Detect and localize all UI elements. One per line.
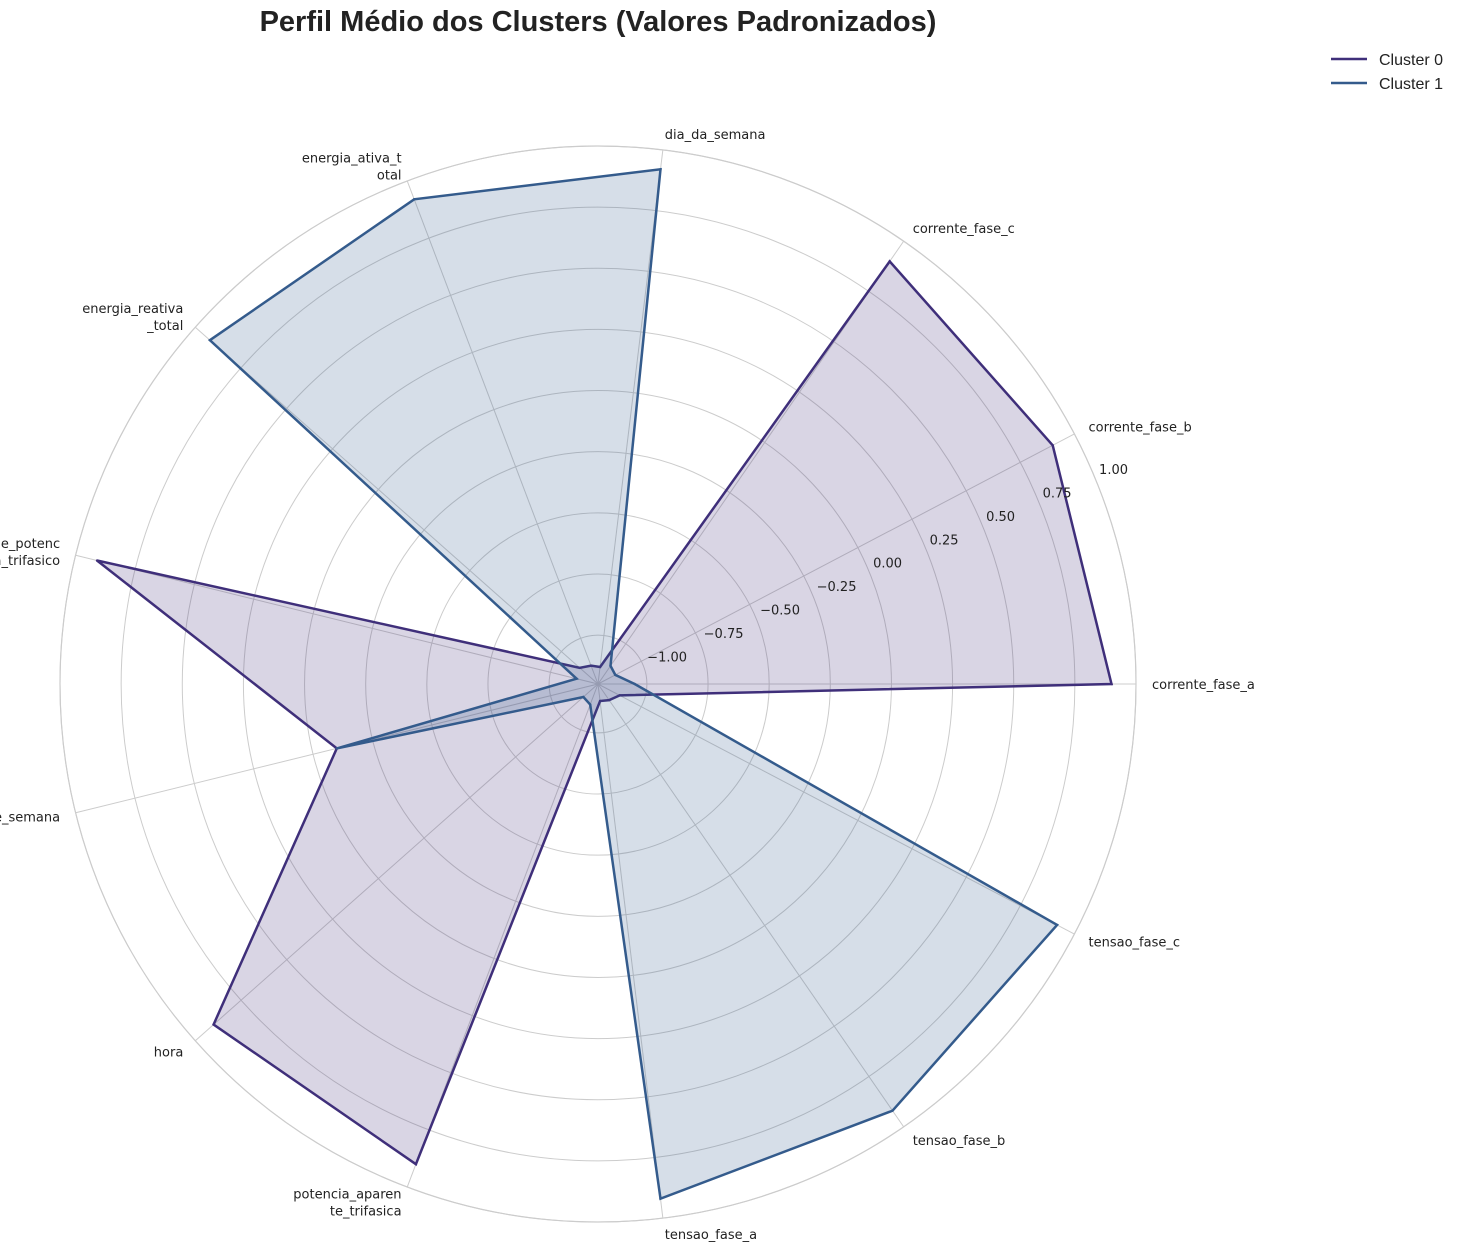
data-point [95, 559, 99, 562]
grid-spoke [406, 180, 599, 685]
series-line-cluster-0 [96, 259, 1114, 1167]
legend: Cluster 0 Cluster 1 [1331, 52, 1443, 93]
axis-label-energia-ativa-total: energia_ativa_t otal [302, 152, 402, 184]
data-point [208, 339, 212, 342]
radial-tick-label: −1.00 [647, 650, 687, 665]
data-point [1051, 444, 1054, 447]
series-line-cluster-1 [207, 167, 1060, 1201]
data-point [582, 695, 585, 699]
axis-label-fim-de-semana: fim_de_semana [0, 811, 60, 826]
data-point [598, 699, 602, 703]
data-point [659, 168, 662, 171]
data-point [212, 1023, 215, 1026]
data-point [633, 682, 636, 686]
data-point [575, 677, 578, 680]
axis-label-corrente-fase-c: corrente_fase_c [913, 222, 1015, 237]
data-point [618, 694, 621, 697]
axis-labels: corrente_fase_a corrente_fase_b corrente_f… [0, 128, 1255, 1243]
radial-tick-label: 0.75 [1043, 487, 1072, 502]
data-point [891, 1109, 894, 1112]
data-point [414, 1162, 418, 1166]
axis-label-tensao-fase-c: tensao_fase_c [1089, 935, 1181, 950]
radial-tick-label: 0.50 [986, 510, 1015, 525]
grid-spoke [194, 326, 599, 685]
legend-label: Cluster 0 [1379, 52, 1443, 69]
series-layer [95, 167, 1114, 1201]
grid-spoke [597, 683, 664, 1219]
grid-spoke [75, 554, 599, 685]
data-point [578, 666, 581, 669]
data-point [609, 664, 612, 668]
axis-label-corrente-fase-a: corrente_fase_a [1152, 678, 1255, 693]
data-point [335, 747, 339, 750]
radial-tick-label: −0.25 [817, 580, 857, 595]
grid-spoke [194, 683, 599, 1042]
data-point [888, 260, 891, 263]
radial-tick-label: 1.00 [1099, 463, 1128, 478]
grid-spoke [597, 683, 1075, 935]
radial-tick-label: 0.25 [930, 533, 959, 548]
radial-tick-labels: −1.00 −0.75 −0.50 −0.25 0.00 0.25 0.50 0.75 1.00 [647, 463, 1128, 665]
axis-label-dia-da-semana: dia_da_semana [665, 128, 766, 143]
axis-label-fator-de-potencia-trifasico: fator_de_potencia_trifasico [0, 537, 60, 569]
legend-label: Cluster 1 [1379, 76, 1443, 93]
grid-spoke [597, 683, 905, 1128]
data-point [607, 698, 611, 702]
radial-tick-label: 0.00 [873, 557, 902, 572]
series-fill-cluster-0 [97, 261, 1112, 1165]
axis-label-hora: hora [154, 1045, 184, 1060]
data-point [589, 664, 593, 667]
axis-label-corrente-fase-b: corrente_fase_b [1089, 421, 1192, 436]
radar-grid [59, 145, 1137, 1223]
data-point [1055, 923, 1059, 927]
data-point [412, 198, 416, 201]
axis-label-tensao-fase-b: tensao_fase_b [913, 1134, 1006, 1149]
radial-tick-label: −0.75 [704, 627, 744, 642]
data-point [614, 673, 617, 677]
axis-label-potencia-aparente-trifasico: potencia_aparen te_trifasica [293, 1187, 401, 1219]
data-point [1110, 682, 1113, 686]
data-point [659, 1197, 662, 1200]
axis-label-tensao-fase-a: tensao_fase_a [665, 1228, 757, 1243]
data-point [598, 665, 602, 669]
radial-tick-label: −0.50 [760, 603, 800, 618]
axis-label-energia-reativa-total: energia_reativa _total [82, 302, 183, 334]
grid-spoke [597, 433, 1075, 685]
chart-title: Perfil Médio dos Clusters (Valores Padro… [260, 6, 937, 38]
data-point [588, 703, 592, 706]
grid-spoke [597, 149, 664, 685]
